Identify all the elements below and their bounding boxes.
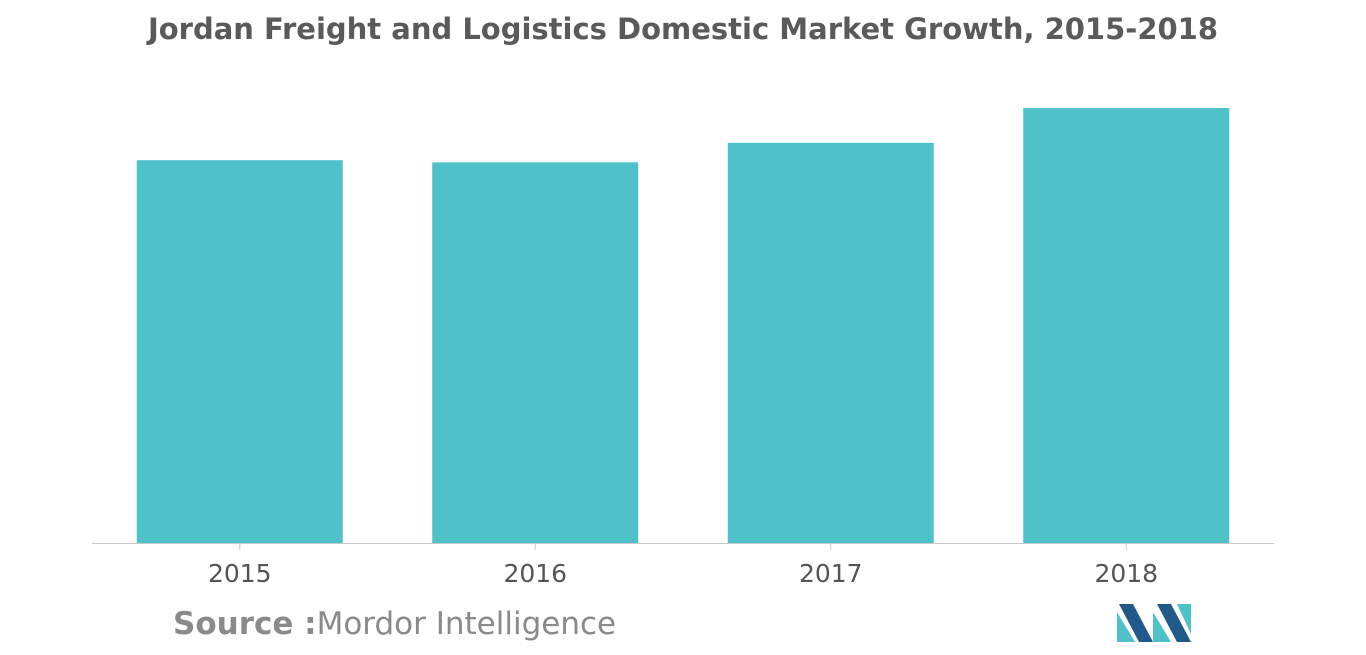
bar-2018: [1023, 108, 1230, 543]
bar-2017: [727, 142, 934, 544]
x-tick-label: 2017: [799, 559, 863, 588]
bar-2016: [432, 162, 639, 543]
x-tick-label: 2015: [208, 559, 272, 588]
bars-group: [136, 108, 1230, 544]
source-note: Source :Mordor Intelligence: [173, 606, 616, 642]
x-tick-label: 2018: [1094, 559, 1158, 588]
bar-2015: [136, 160, 343, 543]
mordor-intelligence-logo-icon: [1117, 604, 1191, 642]
source-name: Mordor Intelligence: [316, 606, 617, 642]
x-tick-label: 2016: [503, 559, 567, 588]
chart-title: Jordan Freight and Logistics Domestic Ma…: [147, 12, 1219, 46]
bar-chart: 2015 2016 2017 2018: [92, 108, 1274, 588]
x-axis-ticks: 2015 2016 2017 2018: [208, 543, 1158, 588]
source-prefix: Source :: [173, 606, 317, 642]
